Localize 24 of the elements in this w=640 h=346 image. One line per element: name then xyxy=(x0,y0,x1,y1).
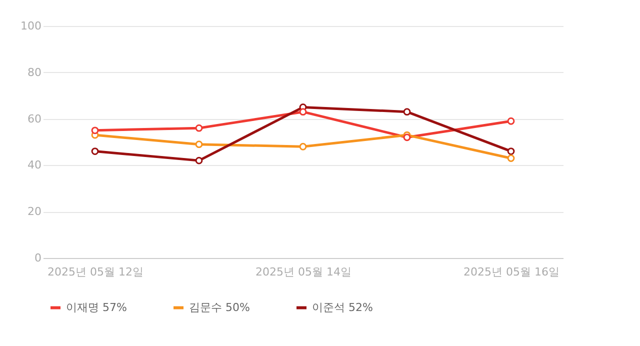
x-tick-label: 2025년 05월 14일 xyxy=(256,266,352,278)
legend-label: 이준석 52% xyxy=(312,300,373,314)
point xyxy=(507,148,515,155)
point xyxy=(299,142,307,150)
x-tick-label: 2025년 05월 16일 xyxy=(464,266,560,278)
y-tick-label: 80 xyxy=(28,66,42,79)
y-tick-label: 60 xyxy=(28,112,42,126)
point xyxy=(403,134,411,142)
legend-label: 김문수 50% xyxy=(189,300,250,314)
y-tick-label: 0 xyxy=(34,252,42,264)
y-tick-label: 20 xyxy=(28,205,42,218)
point xyxy=(403,108,411,116)
x-tick-label: 2025년 05월 12일 xyxy=(48,266,144,278)
point xyxy=(195,124,203,132)
point xyxy=(507,117,515,125)
y-tick-label: 100 xyxy=(20,20,42,32)
point xyxy=(91,148,99,155)
point xyxy=(299,108,307,116)
y-tick-label: 40 xyxy=(28,158,42,172)
point xyxy=(195,140,203,148)
point xyxy=(507,154,515,162)
legend-label: 이재명 57% xyxy=(66,300,127,314)
point xyxy=(91,126,99,134)
point xyxy=(195,156,203,164)
